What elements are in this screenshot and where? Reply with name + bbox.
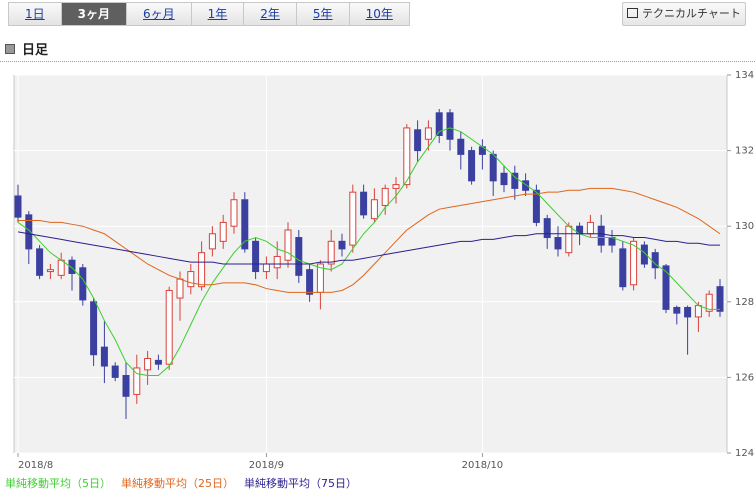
candle-body: [468, 150, 476, 182]
candle-body: [208, 233, 216, 250]
x-tick-label: 2018/9: [249, 460, 284, 471]
candle-body: [219, 221, 227, 242]
period-tab[interactable]: 6ヶ月: [127, 3, 192, 25]
moving-average-line: [18, 187, 721, 293]
candle-body: [46, 269, 54, 273]
legend-entry: 単純移動平均（75日）: [244, 476, 357, 490]
candle-body: [565, 225, 573, 254]
candle-body: [144, 358, 152, 371]
candle-body: [532, 189, 540, 223]
section-title: 日足: [5, 39, 48, 58]
candle-body: [457, 138, 465, 155]
candle-body: [154, 359, 162, 365]
candle-body: [176, 278, 184, 299]
candle-body: [716, 286, 724, 312]
candle-body: [111, 365, 119, 378]
candle-body: [57, 259, 65, 276]
candle-body: [597, 225, 605, 246]
candle-body: [446, 112, 454, 140]
candle-body: [500, 172, 508, 186]
candle-body: [414, 129, 422, 152]
candle-body: [327, 240, 335, 265]
candle-body: [122, 375, 130, 397]
candle-body: [511, 172, 519, 189]
candle-body: [424, 127, 432, 140]
candle-body: [90, 301, 98, 356]
period-tab[interactable]: 5年: [296, 3, 350, 25]
candle-body: [241, 199, 249, 250]
moving-average-line: [17, 231, 720, 265]
candle-body: [630, 240, 638, 286]
candle-body: [14, 195, 22, 218]
candle-body: [165, 289, 173, 365]
x-tick-label: 2018/8: [18, 460, 53, 471]
candle-body: [338, 240, 346, 250]
candle-body: [392, 184, 400, 189]
period-tabs: 1日 3ヶ月 6ヶ月 1年 2年 5年 10年: [8, 2, 410, 26]
divider: [0, 61, 755, 62]
period-tab[interactable]: 1年: [191, 3, 245, 25]
candle-body: [543, 218, 551, 239]
candle-body: [284, 229, 292, 261]
candle-body: [705, 293, 713, 312]
candle-body: [662, 265, 670, 310]
moving-average-line: [17, 127, 720, 377]
y-tick-label: 126: [735, 372, 754, 383]
candle-body: [100, 346, 108, 367]
candle-body: [36, 248, 44, 276]
period-tab[interactable]: 1日: [9, 3, 62, 25]
candle-body: [554, 237, 562, 250]
period-tab[interactable]: 2年: [244, 3, 297, 25]
candle-body: [381, 187, 389, 206]
candle-body: [489, 153, 497, 182]
candle-body: [306, 269, 314, 295]
candle-body: [360, 191, 368, 216]
y-tick-label: 128: [735, 297, 754, 308]
period-tab[interactable]: 10年: [349, 3, 409, 25]
candle-body: [435, 112, 443, 136]
candle-body: [640, 244, 648, 265]
y-tick-label: 132: [735, 146, 754, 157]
candle-body: [586, 221, 594, 235]
candle-body: [694, 305, 702, 318]
candle-body: [403, 127, 411, 186]
candle-body: [252, 240, 260, 273]
candle-body: [68, 259, 76, 274]
x-tick-label: 2018/10: [462, 460, 504, 471]
candle-body: [79, 267, 87, 301]
period-tab[interactable]: 3ヶ月: [61, 3, 127, 25]
candle-body: [262, 263, 270, 273]
candle-body: [295, 237, 303, 276]
candle-body: [198, 252, 206, 288]
candle-body: [370, 199, 378, 220]
candle-body: [273, 255, 281, 269]
y-tick-label: 124: [735, 448, 754, 459]
candle-body: [187, 271, 195, 288]
candle-body: [522, 180, 530, 191]
legend-entry: 単純移動平均（25日）: [121, 476, 234, 490]
y-tick-label: 130: [735, 221, 754, 232]
candle-body: [619, 248, 627, 288]
candle-body: [349, 191, 357, 246]
legend-entry: 単純移動平均（5日）: [5, 476, 111, 490]
candle-body: [684, 306, 692, 318]
candle-body: [25, 214, 33, 250]
technical-chart-button[interactable]: テクニカルチャート: [622, 2, 746, 26]
candle-body: [133, 367, 141, 395]
candle-body: [230, 199, 238, 227]
y-tick-label: 134: [735, 70, 754, 81]
candle-body: [673, 306, 681, 314]
